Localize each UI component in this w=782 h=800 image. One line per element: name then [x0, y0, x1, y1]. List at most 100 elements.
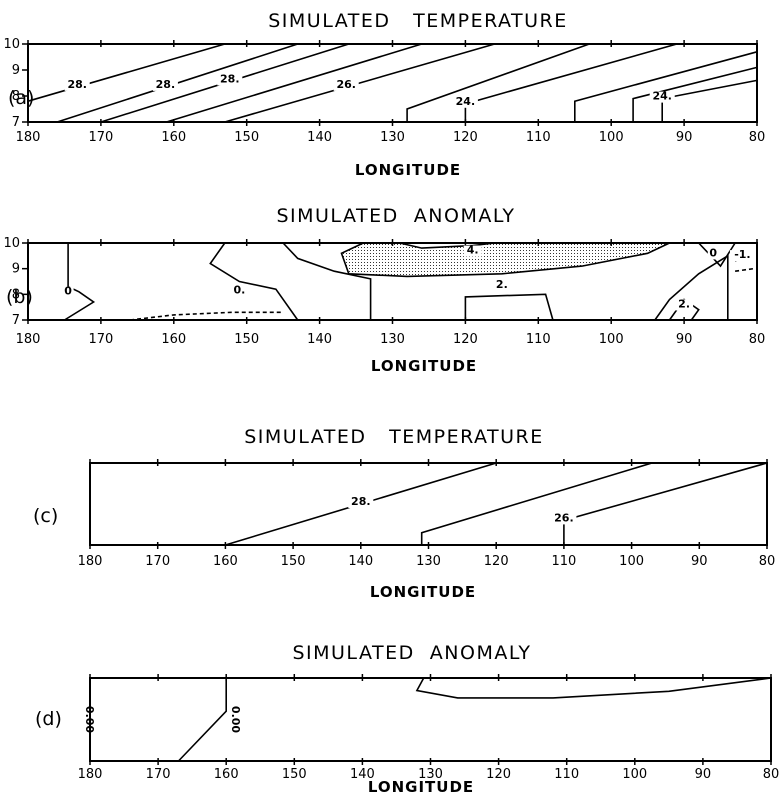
panel-b-title: SIMULATED ANOMALY	[276, 205, 515, 227]
panel-d-contour	[415, 677, 772, 699]
panel-a-xtick-label: 110	[526, 130, 551, 145]
panel-c-xtick-label: 120	[484, 554, 509, 569]
panel-d-xlabel: LONGITUDE	[368, 778, 474, 796]
panel-c-xtick-label: 110	[551, 554, 576, 569]
panel-a-contour-label-bg	[217, 74, 243, 86]
panel-c-xtick-label: 100	[619, 554, 644, 569]
panel-b-ytick-label: 8	[12, 287, 20, 302]
panel-d-frame	[89, 677, 772, 762]
panel-a-contour-label-bg	[152, 79, 178, 91]
panel-b-contour-label: 0	[709, 246, 717, 259]
panel-b-contour-label: 0	[64, 285, 72, 298]
panel-c-title: SIMULATED TEMPERATURE	[244, 426, 544, 448]
panel-c-xtick-label: 140	[348, 554, 373, 569]
panel-a-contour	[27, 43, 226, 102]
panel-b-xtick-label: 110	[526, 332, 551, 347]
panel-c-contour-label-bg	[551, 513, 577, 525]
panel-b-contour-label-bg	[492, 279, 511, 291]
panel-d-plot: 180 170 160 150 140 130 120 110 100 90 80 0.00 0.00	[78, 674, 780, 782]
panel-d-xtick-label: 160	[214, 767, 239, 782]
panel-b-xtick-label: 170	[88, 332, 113, 347]
panel-c-xtick-label: 180	[78, 554, 103, 569]
panel-b-contour-label-bg	[230, 285, 249, 297]
panel-b-shaded-region	[341, 243, 670, 277]
panel-d-xtick-label: 130	[418, 767, 443, 782]
panel-b-contour-label: 2.	[496, 278, 508, 291]
panel-a-contour	[632, 66, 758, 122]
panel-a-xtick-label: 180	[16, 130, 41, 145]
panel-a-xtick-label: 130	[380, 130, 405, 145]
panel-d-xtick-label: 100	[622, 767, 647, 782]
panel-a-contour	[406, 43, 590, 122]
panel-c-contour	[563, 462, 768, 545]
panel-a-title: SIMULATED TEMPERATURE	[268, 10, 568, 32]
panel-a-xtick-label: 120	[453, 130, 478, 145]
panel-c-xtick-label: 170	[145, 554, 170, 569]
panel-b-contour	[340, 242, 670, 278]
panel-a-contour	[573, 51, 758, 122]
panel-a-xtick-label: 160	[161, 130, 186, 145]
panel-b-contour	[64, 243, 96, 321]
panel-a-contour-label-bg	[333, 79, 359, 91]
panel-a-contour-label: 26.	[336, 78, 356, 91]
panel-b-contour-label-bg	[729, 250, 755, 262]
panel-b-xtick-label: 80	[749, 332, 766, 347]
panel-d-xtick-label: 150	[282, 767, 307, 782]
panel-b-ytick-label: 9	[12, 262, 20, 277]
panel-c-xtick-label: 150	[281, 554, 306, 569]
panel-b-ytick-label: 10	[3, 236, 20, 251]
panel-b-xtick-label: 100	[599, 332, 624, 347]
panel-a-contour-label: 28.	[220, 72, 240, 85]
panel-b-contour	[209, 242, 299, 321]
panel-b-xtick-label: 160	[161, 332, 186, 347]
panel-b-xtick-label: 180	[16, 332, 41, 347]
panel-d-xtick-label: 120	[486, 767, 511, 782]
panel-b-contour	[734, 267, 754, 272]
panel-a-xtick-label: 100	[599, 130, 624, 145]
panel-d-xtick-label: 140	[350, 767, 375, 782]
panel-a-xtick-label: 140	[307, 130, 332, 145]
panel-b-xtick-label: 130	[380, 332, 405, 347]
panel-c-xtick-label: 160	[213, 554, 238, 569]
panel-a-ytick-label: 8	[12, 89, 20, 104]
panel-c-frame	[89, 462, 768, 546]
panel-b-label: (b)	[6, 286, 33, 308]
panel-a-contour	[464, 43, 678, 122]
panel-a-plot: 180 170 160 150 140 130 120 110 100 90 80 7 8 9 10 28. 2…	[3, 37, 765, 145]
panel-a-contour-label: 24.	[652, 90, 672, 103]
panel-b-xtick-label: 90	[676, 332, 693, 347]
panel-b-xtick-label: 140	[307, 332, 332, 347]
panel-a-xtick-label: 170	[88, 130, 113, 145]
panel-d-xtick-label: 80	[763, 767, 780, 782]
panel-b-contour-label-bg	[707, 248, 719, 260]
panel-b-contour	[654, 254, 729, 321]
panel-b-contour-label-bg	[675, 299, 694, 311]
panel-a-ytick-label: 9	[12, 63, 20, 78]
panel-b-xlabel: LONGITUDE	[371, 357, 477, 375]
panel-c-contour-label: 26.	[554, 511, 574, 524]
panel-c-xtick-label: 130	[416, 554, 441, 569]
panel-b-contour-label-bg	[62, 286, 74, 298]
panel-b-xtick-label: 150	[234, 332, 259, 347]
panel-b-contour-label: -1.	[734, 248, 750, 261]
panel-b-contour	[698, 242, 736, 268]
panel-b-xtick-label: 120	[453, 332, 478, 347]
panel-b-contour	[130, 311, 284, 321]
panel-b-contour-label: 2.	[678, 297, 690, 310]
panel-a-contour	[166, 43, 422, 123]
panel-d-xtick-label: 170	[146, 767, 171, 782]
panel-b-contour	[282, 242, 372, 320]
panel-c-xtick-label: 90	[691, 554, 708, 569]
panel-c-plot: 180 170 160 150 140 130 120 110 100 90 80 28. 26.	[78, 459, 775, 569]
panel-d-contour-label: 0.00	[229, 706, 242, 733]
panel-c-xlabel: LONGITUDE	[370, 583, 476, 601]
panel-b-ytick-label: 7	[12, 313, 20, 328]
panel-d-contour	[177, 678, 227, 762]
panel-b-contour	[399, 242, 495, 249]
panel-d-xtick-label: 90	[695, 767, 712, 782]
panel-d-label: (d)	[35, 708, 62, 730]
panel-d-xtick-label: 180	[78, 767, 103, 782]
